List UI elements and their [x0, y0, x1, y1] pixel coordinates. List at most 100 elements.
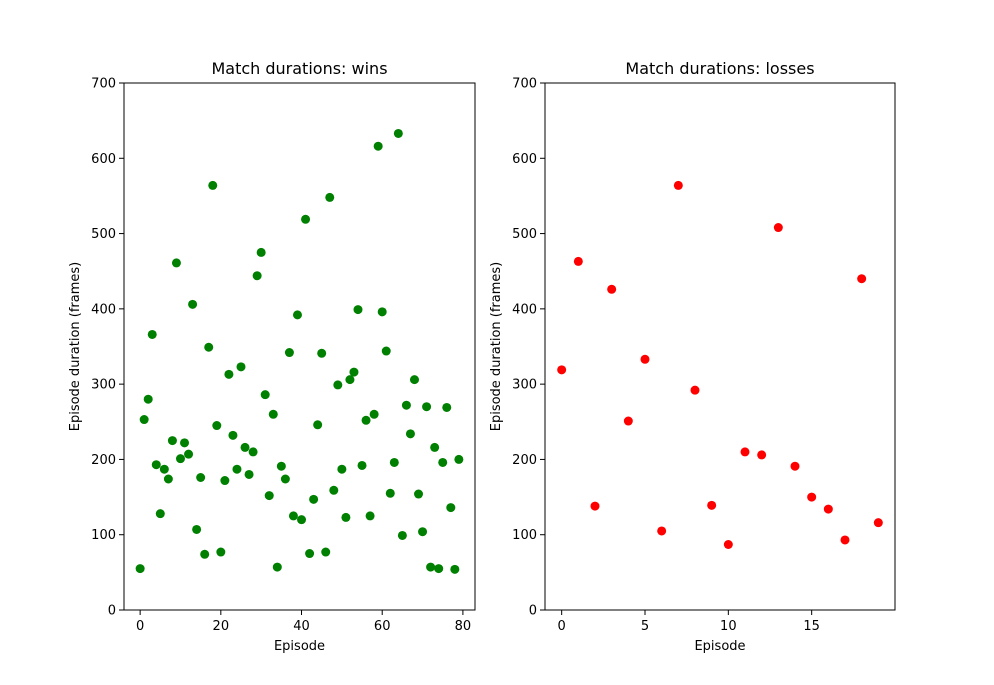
wins-point: [260, 390, 270, 400]
wins-point: [317, 348, 327, 358]
wins-point: [333, 380, 343, 390]
wins-point: [171, 258, 181, 268]
losses-x-tick-label: 15: [803, 619, 820, 634]
wins-point: [381, 346, 391, 356]
losses-y-tick-label: 500: [512, 227, 537, 242]
wins-x-tick-label: 40: [293, 619, 310, 634]
wins-point: [232, 464, 242, 474]
losses-axes-frame: [544, 82, 896, 611]
wins-point: [143, 394, 153, 404]
wins-x-tick-label: 0: [136, 619, 144, 634]
wins-point: [284, 348, 294, 358]
wins-point: [212, 421, 222, 431]
wins-point: [297, 515, 307, 525]
wins-point: [305, 549, 315, 559]
wins-point: [361, 415, 371, 425]
losses-point: [790, 461, 800, 471]
wins-point: [139, 415, 149, 425]
wins-point: [454, 454, 464, 464]
wins-point: [450, 564, 460, 574]
wins-point: [313, 420, 323, 430]
losses-y-axis-label: Episode duration (frames): [489, 262, 504, 432]
losses-point: [857, 274, 867, 284]
wins-point: [357, 460, 367, 470]
wins-point: [196, 472, 206, 482]
losses-point: [557, 365, 567, 375]
wins-point: [151, 460, 161, 470]
wins-point: [220, 476, 230, 486]
wins-point: [369, 409, 379, 419]
wins-point: [430, 442, 440, 452]
wins-y-tick-label: 400: [91, 302, 116, 317]
losses-y-tick-label: 200: [512, 453, 537, 468]
wins-y-axis-label: Episode duration (frames): [68, 262, 83, 432]
losses-y-tick-label: 600: [512, 152, 537, 167]
losses-panel: 0 5 10 15 0 100 200 300 400 500 600 700 Match durati…: [489, 59, 896, 654]
losses-y-tick-label: 300: [512, 378, 537, 393]
wins-point: [248, 447, 258, 457]
losses-point: [673, 180, 683, 190]
wins-point: [184, 449, 194, 459]
wins-y-tick-label: 600: [91, 152, 116, 167]
wins-point: [389, 457, 399, 467]
wins-point: [414, 489, 424, 499]
losses-x-tick-label: 5: [641, 619, 649, 634]
losses-y-tick-label: 400: [512, 302, 537, 317]
wins-point: [325, 192, 335, 202]
wins-point: [292, 310, 302, 320]
wins-point: [446, 503, 456, 513]
wins-point: [252, 271, 262, 281]
wins-point: [349, 367, 359, 377]
wins-panel: 0 20 40 60 80 0 100 200 300 400 500 600 700 Match dur…: [68, 59, 476, 654]
wins-point: [236, 362, 246, 372]
wins-point: [418, 527, 428, 537]
wins-point: [385, 488, 395, 498]
wins-y-tick-label: 0: [108, 604, 116, 619]
wins-chart-title: Match durations: wins: [211, 59, 387, 78]
wins-point: [268, 409, 278, 419]
wins-point: [321, 547, 331, 557]
wins-point: [228, 430, 238, 440]
losses-x-tick-label: 0: [558, 619, 566, 634]
wins-point: [301, 214, 311, 224]
wins-point: [147, 329, 157, 339]
losses-y-tick-label: 700: [512, 77, 537, 92]
wins-point: [244, 469, 254, 479]
wins-y-tick-label: 300: [91, 378, 116, 393]
losses-point: [707, 500, 717, 510]
losses-y-tick-label: 0: [529, 604, 537, 619]
losses-x-tick-label: 10: [720, 619, 737, 634]
wins-y-tick-label: 100: [91, 528, 116, 543]
losses-point: [840, 535, 850, 545]
losses-y-tick-label: 100: [512, 528, 537, 543]
wins-point: [163, 474, 173, 484]
wins-point: [224, 369, 234, 379]
wins-point: [409, 375, 419, 385]
wins-y-tick-label: 200: [91, 453, 116, 468]
losses-point: [873, 518, 883, 528]
wins-x-tick-label: 60: [374, 619, 391, 634]
wins-point: [309, 494, 319, 504]
losses-point: [773, 223, 783, 233]
losses-point: [723, 540, 733, 550]
wins-point: [208, 180, 218, 190]
wins-point: [337, 464, 347, 474]
wins-point: [180, 438, 190, 448]
wins-point: [397, 530, 407, 540]
wins-axes-frame: [123, 82, 476, 611]
wins-point: [405, 429, 415, 439]
wins-point: [135, 564, 145, 574]
wins-point: [341, 512, 351, 522]
wins-point: [175, 454, 185, 464]
wins-point: [204, 342, 214, 352]
wins-point: [200, 549, 210, 559]
wins-point: [393, 128, 403, 138]
wins-point: [272, 562, 282, 572]
wins-point: [442, 402, 452, 412]
wins-y-tick-label: 500: [91, 227, 116, 242]
wins-point: [216, 547, 226, 557]
wins-point: [365, 511, 375, 521]
wins-y-tick-label: 700: [91, 77, 116, 92]
losses-point: [573, 256, 583, 266]
